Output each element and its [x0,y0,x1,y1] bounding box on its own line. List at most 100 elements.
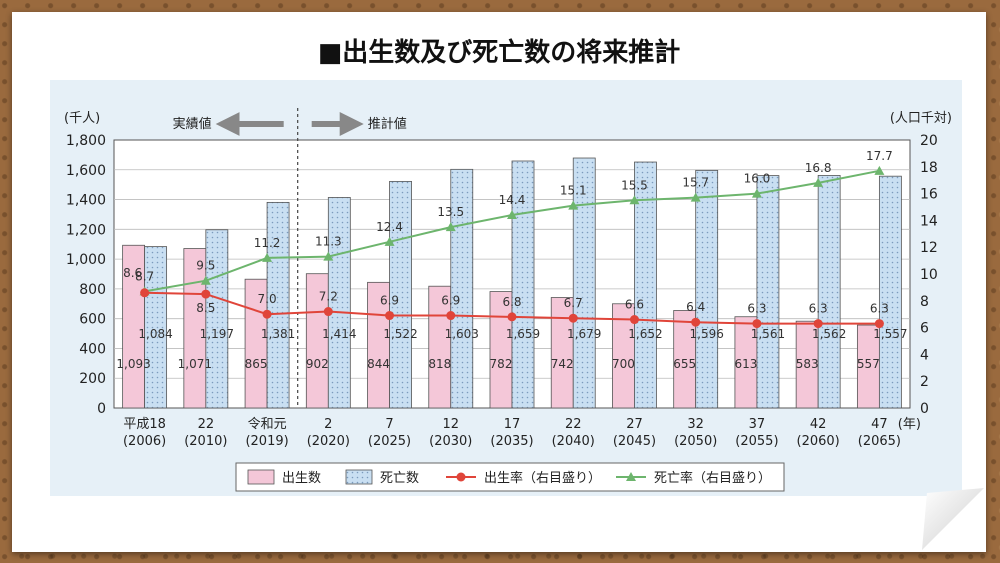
point-birth-rate [446,311,456,321]
bar-births-label: 818 [428,357,451,371]
death-rate-label: 15.7 [682,176,709,190]
point-birth-rate [262,309,272,319]
x-tick-label: 令和元 [248,417,287,432]
birth-rate-label: 6.9 [441,294,460,308]
y-left-tick-label: 1,600 [66,163,106,179]
death-rate-label: 16.0 [744,172,771,186]
birth-rate-label: 6.3 [809,302,828,316]
birth-rate-label: 6.8 [502,295,521,309]
x-tick-label: 17 [504,417,521,432]
point-death-rate [445,222,456,232]
legend-label: 死亡率（右目盛り） [654,470,771,486]
x-tick-label: 2 [324,417,332,432]
birth-rate-label: 7.2 [319,290,338,304]
point-death-rate [262,252,273,262]
point-death-rate [384,236,395,246]
y-left-unit: (千人) [64,111,100,126]
y-right-tick-label: 18 [920,160,938,176]
point-death-rate [568,200,579,210]
y-left-tick-label: 1,400 [66,193,106,209]
birth-rate-label: 6.9 [380,294,399,308]
x-tick-year: (2020) [307,434,350,449]
x-tick-label: 22 [198,417,215,432]
bar-deaths-label: 1,652 [628,327,662,341]
paper-sheet: ■出生数及び死亡数の将来推計 0 200 400 600 800 1,000 1,200 1,… [12,12,986,552]
bar-births-label: 782 [490,357,513,371]
bar-births [489,291,513,409]
birth-rate-label: 6.6 [625,298,644,312]
death-rate-label: 15.5 [621,178,648,192]
bar-births-label: 1,071 [178,357,212,371]
y-right-tick-label: 12 [920,240,938,256]
x-tick-label: 42 [810,417,827,432]
point-birth-rate [874,319,884,329]
birth-rate-label: 6.7 [564,296,583,310]
y-right-tick-label: 2 [920,374,929,390]
point-birth-rate [140,288,150,298]
x-tick-year: (2025) [368,434,411,449]
y-right-tick-label: 16 [920,187,938,203]
legend-box [235,462,785,492]
point-death-rate [629,195,640,205]
y-right-tick-label: 4 [920,347,929,363]
x-tick-year: (2010) [184,434,227,449]
x-tick-label: 47 [871,417,888,432]
point-death-rate [200,275,211,285]
x-tick-year: (2055) [735,434,778,449]
bar-births-label: 865 [245,357,268,371]
chart: 0 200 400 600 800 1,000 1,200 1,400 1,600 1,800 0 2… [64,108,952,492]
bar-deaths [695,169,719,409]
annotation-projected: 推計値 [368,116,407,132]
bar-deaths-label: 1,381 [261,327,295,341]
bar-deaths [144,246,168,409]
death-rate-label: 15.1 [560,184,587,198]
death-rate-label: 8.7 [135,269,154,283]
bar-deaths [756,175,780,409]
bar-births-label: 583 [796,357,819,371]
point-birth-rate [691,317,701,327]
point-death-rate [690,192,701,202]
bar-deaths [450,168,474,409]
legend-marker [456,472,466,482]
death-rate-label: 13.5 [437,205,464,219]
x-tick-year: (2045) [613,434,656,449]
y-right-tick-label: 0 [920,401,929,417]
x-tick-label: 32 [687,417,704,432]
bar-deaths-label: 1,659 [506,327,540,341]
x-tick-year: (2065) [858,434,901,449]
bar-deaths-label: 1,522 [383,327,417,341]
bar-deaths-label: 1,414 [322,327,356,341]
bar-births-label: 902 [306,357,329,371]
bar-deaths-label: 1,561 [751,327,785,341]
bar-deaths [205,229,229,409]
birth-rate-label: 8.6 [123,266,142,280]
y-right-tick-label: 6 [920,321,929,337]
x-tick-year: (2050) [674,434,717,449]
x-tick-year: (2019) [245,434,288,449]
chart-panel: 0 200 400 600 800 1,000 1,200 1,400 1,600 1,800 0 2… [50,80,962,496]
bar-deaths-label: 1,603 [445,327,479,341]
death-rate-label: 14.4 [499,193,526,207]
bar-births-label: 844 [367,357,390,371]
legend-swatch [247,469,275,485]
x-tick-label: 27 [626,417,643,432]
bar-deaths [817,175,841,409]
y-right-unit: (人口千対) [890,111,952,126]
bar-deaths-label: 1,557 [873,327,907,341]
legend-marker [626,472,636,481]
point-birth-rate [568,313,578,323]
y-right-tick-label: 10 [920,267,938,283]
legend-swatch [345,469,373,485]
y-left-tick-label: 1,200 [66,222,106,238]
x-tick-year: (2040) [552,434,595,449]
bar-deaths-label: 1,596 [690,327,724,341]
point-birth-rate [323,307,333,317]
x-tick-label: 22 [565,417,582,432]
page-title: ■出生数及び死亡数の将来推計 [317,38,681,68]
y-left-tick-label: 1,800 [66,133,106,149]
birth-rate-label: 8.5 [196,301,215,315]
x-unit: (年) [898,417,921,432]
legend-label: 出生数 [282,471,321,486]
bar-deaths [266,201,290,409]
x-tick-year: (2006) [123,434,166,449]
